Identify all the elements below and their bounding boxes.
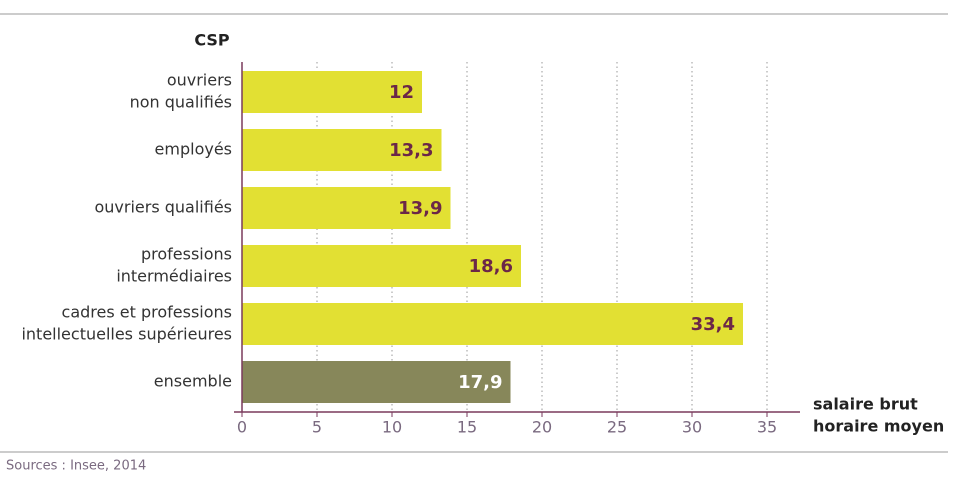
y-tick-label: employés bbox=[155, 140, 232, 159]
bar bbox=[242, 303, 743, 345]
x-tick-label: 0 bbox=[237, 418, 247, 437]
value-label: 18,6 bbox=[469, 256, 513, 277]
value-label: 33,4 bbox=[691, 314, 735, 335]
y-tick-label: non qualifiés bbox=[130, 93, 232, 112]
x-axis-title: salaire brut bbox=[813, 395, 918, 414]
x-tick-label: 30 bbox=[682, 418, 702, 437]
bar bbox=[242, 71, 422, 113]
y-tick-label: ouvriers qualifiés bbox=[94, 198, 232, 217]
y-tick-label: ouvriers bbox=[167, 71, 232, 90]
y-tick-label: professions bbox=[141, 245, 232, 264]
bar bbox=[242, 129, 442, 171]
x-axis-title: horaire moyen bbox=[813, 417, 944, 436]
value-label: 12 bbox=[389, 82, 414, 103]
x-tick-label: 10 bbox=[382, 418, 402, 437]
x-tick-label: 15 bbox=[457, 418, 477, 437]
x-tick-label: 35 bbox=[757, 418, 777, 437]
value-label: 17,9 bbox=[458, 372, 502, 393]
y-tick-label: intellectuelles supérieures bbox=[21, 325, 232, 344]
y-tick-label: ensemble bbox=[154, 372, 232, 391]
value-label: 13,3 bbox=[389, 140, 433, 161]
bar bbox=[242, 187, 451, 229]
x-tick-label: 20 bbox=[532, 418, 552, 437]
y-tick-label: cadres et professions bbox=[62, 303, 232, 322]
source: Sources : Insee, 2014 bbox=[6, 459, 146, 474]
x-tick-label: 5 bbox=[312, 418, 322, 437]
x-tick-label: 25 bbox=[607, 418, 627, 437]
bar bbox=[242, 361, 511, 403]
y-axis-title: CSP bbox=[194, 31, 230, 50]
bar bbox=[242, 245, 521, 287]
y-tick-label: intermédiaires bbox=[116, 267, 232, 286]
value-label: 13,9 bbox=[398, 198, 442, 219]
